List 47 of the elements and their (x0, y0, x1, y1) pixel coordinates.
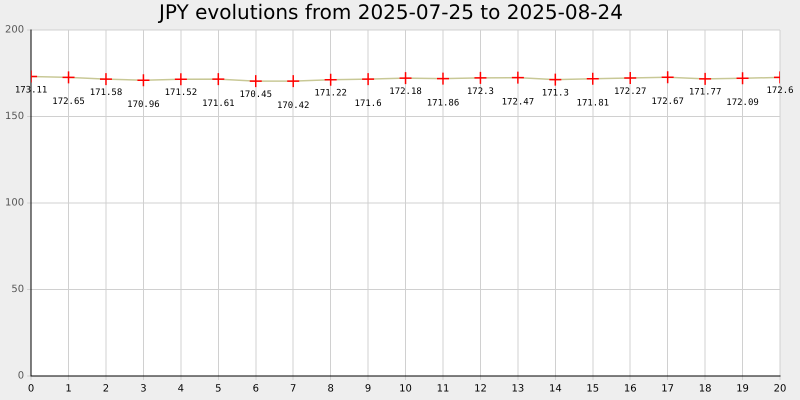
x-tick-label: 3 (140, 384, 147, 395)
x-tick-label: 10 (399, 384, 412, 395)
data-label: 171.61 (202, 98, 235, 109)
x-tick-label: 6 (252, 384, 259, 395)
x-tick-label: 19 (736, 384, 749, 395)
x-tick-label: 17 (661, 384, 674, 395)
data-label: 171.3 (542, 88, 569, 98)
x-tick-label: 9 (364, 384, 372, 395)
data-label: 172.6 (766, 86, 794, 96)
y-tick-label: 150 (4, 111, 24, 122)
x-tick-label: 16 (624, 384, 637, 395)
data-label: 170.96 (127, 100, 160, 110)
x-tick-label: 2 (102, 384, 110, 395)
data-label: 170.42 (276, 101, 310, 112)
y-tick-label: 0 (18, 370, 24, 382)
data-label: 171.6 (354, 98, 382, 109)
data-label: 172.3 (466, 86, 494, 97)
x-tick-label: 4 (178, 384, 184, 395)
x-tick-label: 7 (290, 384, 296, 395)
x-tick-label: 20 (774, 384, 786, 395)
data-label: 171.77 (688, 88, 722, 98)
y-tick-label: 50 (11, 284, 24, 296)
data-label: 171.86 (426, 98, 460, 109)
data-label: 172.27 (614, 86, 646, 97)
x-tick-label: 12 (474, 384, 487, 395)
x-tick-label: 0 (28, 384, 34, 395)
x-tick-label: 18 (698, 384, 712, 395)
data-label: 170.45 (240, 90, 272, 100)
x-tick-label: 11 (436, 384, 450, 395)
y-tick-label: 200 (4, 24, 24, 36)
data-label: 172.65 (52, 97, 85, 108)
x-tick-label: 8 (327, 384, 334, 395)
data-label: 171.58 (90, 88, 122, 98)
chart-title: JPY evolutions from 2025-07-25 to 2025-08-24 (157, 0, 623, 24)
data-label: 172.18 (389, 86, 422, 97)
data-label: 171.81 (576, 98, 610, 109)
x-tick-label: 1 (65, 384, 72, 395)
data-label: 172.09 (726, 98, 759, 108)
x-tick-label: 15 (586, 384, 600, 395)
data-label: 171.52 (164, 88, 198, 98)
data-label: 171.22 (314, 88, 347, 99)
y-tick-label: 100 (4, 198, 24, 209)
data-label: 172.47 (502, 97, 534, 108)
x-tick-label: 5 (215, 384, 222, 395)
x-tick-label: 13 (512, 384, 524, 395)
x-tick-label: 14 (548, 384, 562, 395)
data-label: 172.67 (651, 97, 684, 108)
